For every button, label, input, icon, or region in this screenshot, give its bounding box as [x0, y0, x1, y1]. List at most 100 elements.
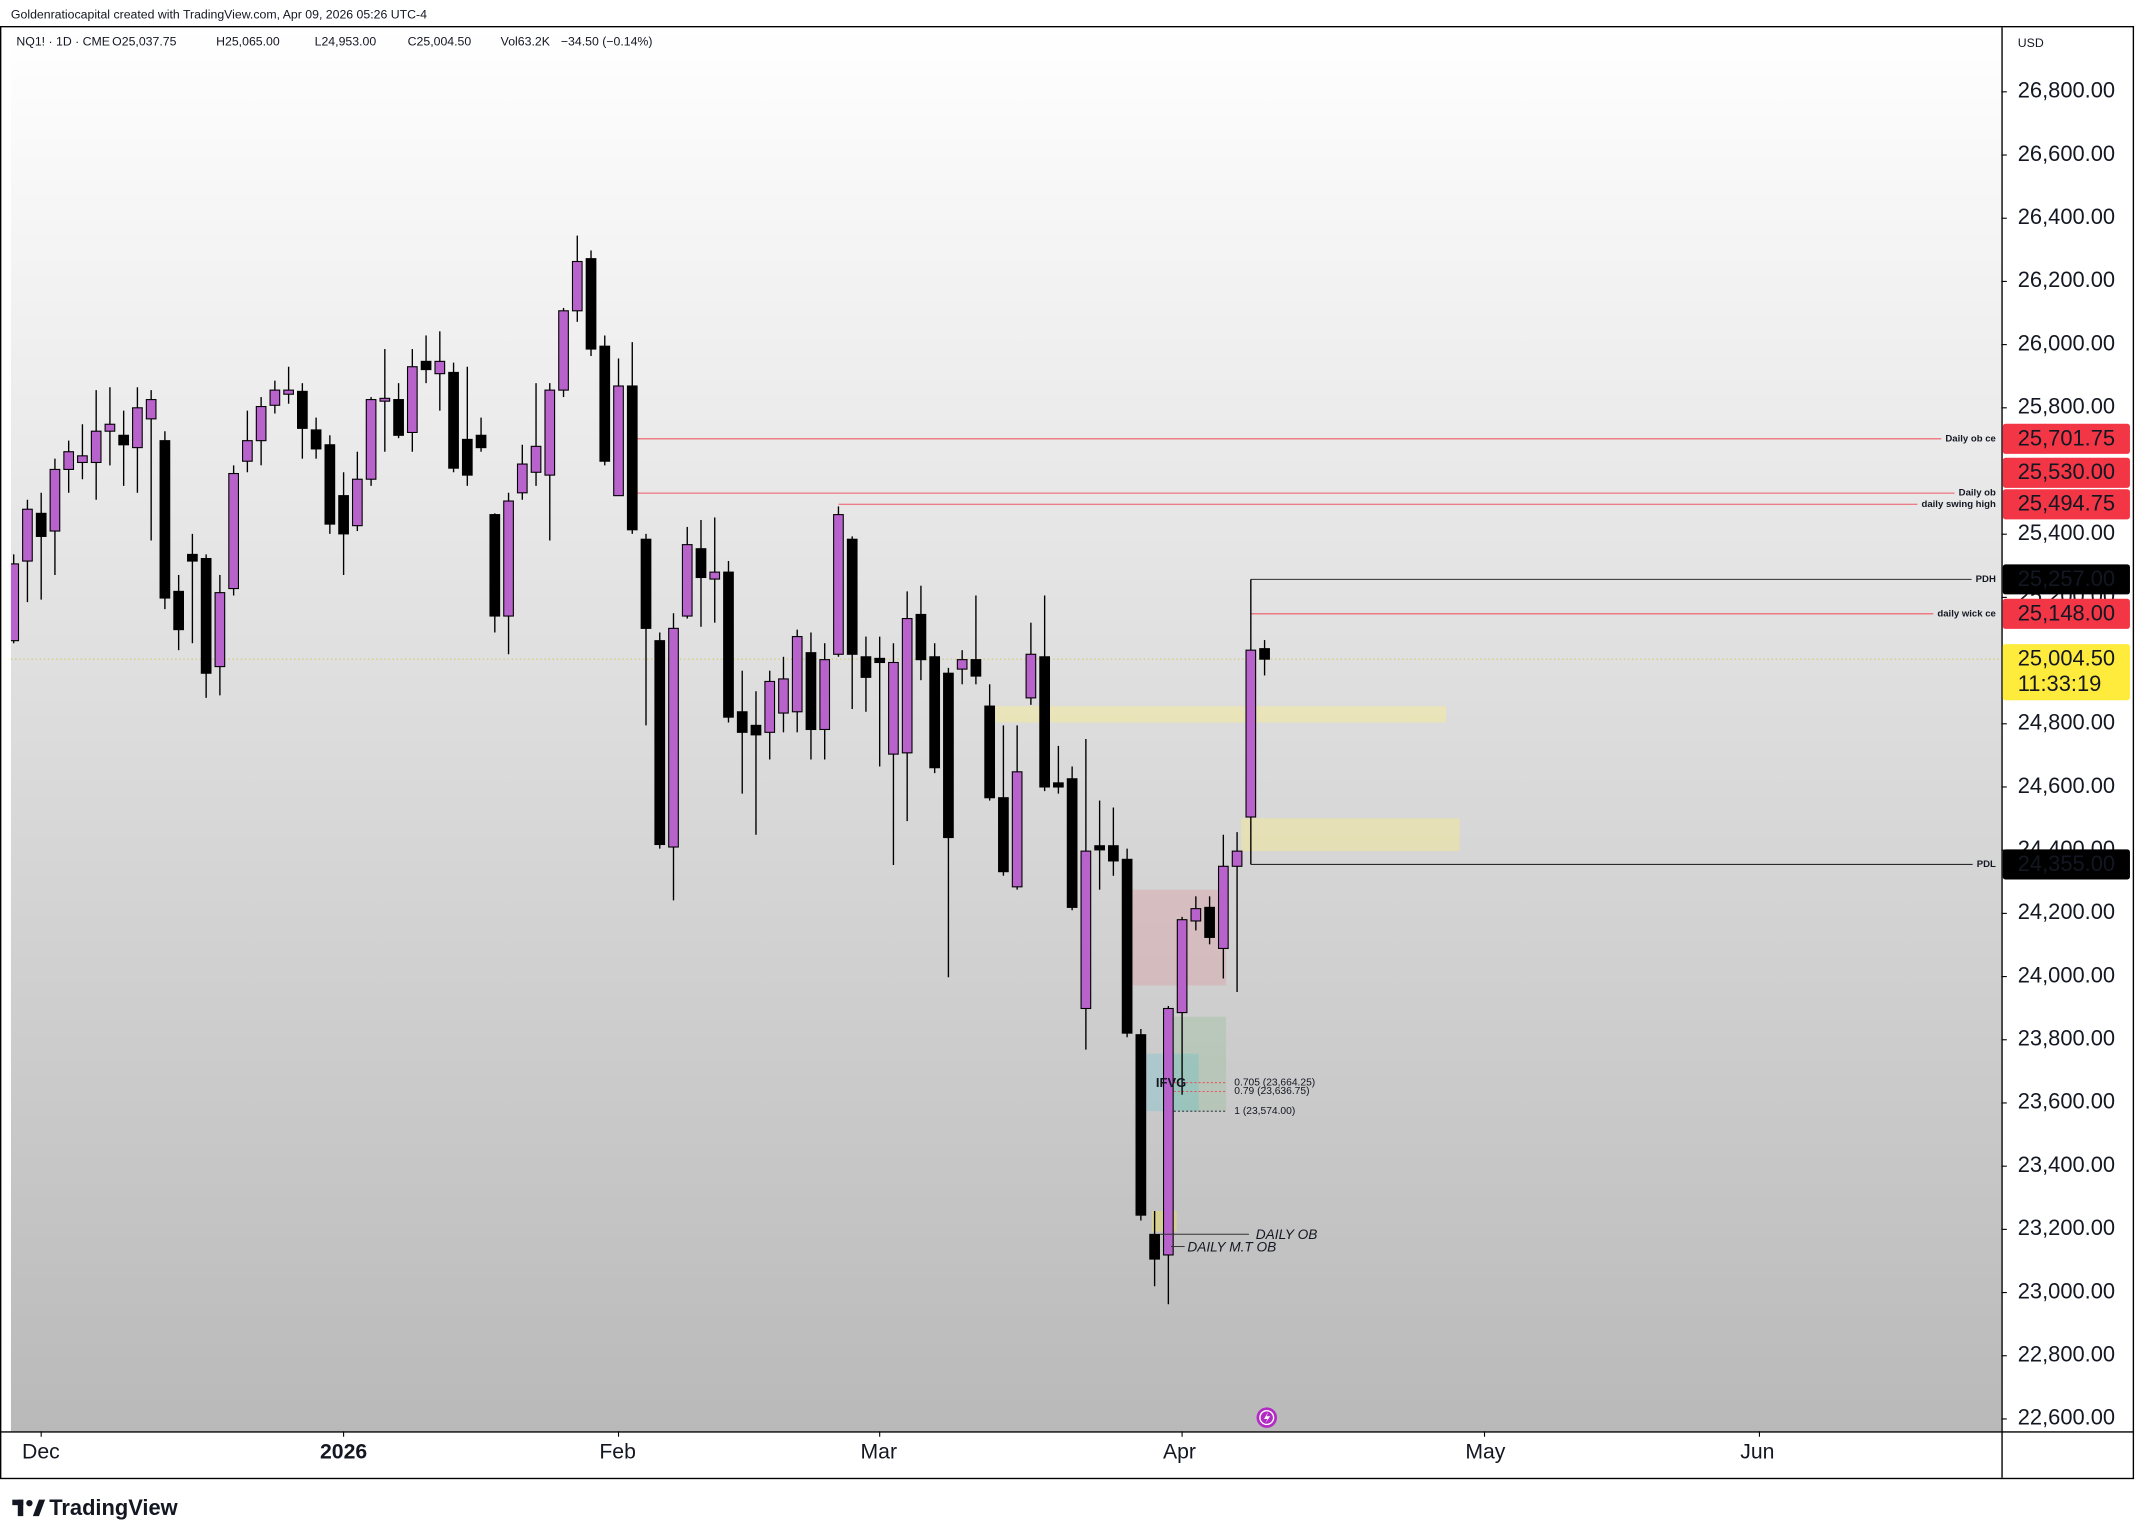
candle-body: [49, 468, 61, 532]
logo-part: [26, 1499, 33, 1507]
candle-body: [695, 548, 707, 579]
y-tick-label: 26,200.00: [2018, 267, 2115, 292]
candle-body: [10, 563, 20, 642]
y-tick-label: 24,200.00: [2018, 899, 2115, 924]
frame: [0, 25, 2135, 1480]
price-badge: [2002, 457, 2130, 488]
candle-body: [1204, 906, 1215, 938]
candle-body: [489, 514, 501, 617]
candle-body: [1080, 850, 1092, 1010]
candle-body: [613, 385, 624, 497]
candle-body: [1149, 1233, 1160, 1260]
candle-body: [998, 797, 1009, 873]
ohlc-value: L24,953.00: [315, 35, 377, 49]
candle-body: [640, 538, 652, 629]
y-tick-label: 24,000.00: [2018, 962, 2115, 987]
candle-body: [77, 455, 88, 464]
level-label: PDH: [1976, 574, 1996, 585]
candle-body: [1108, 845, 1119, 862]
candle-body: [63, 451, 75, 470]
candle-body: [668, 627, 679, 848]
candle-body: [791, 636, 803, 713]
candle-body: [228, 472, 239, 590]
candle-body: [956, 659, 968, 670]
y-tick-label: 23,400.00: [2018, 1152, 2115, 1177]
candle-body: [1190, 908, 1202, 922]
zone: [993, 706, 1447, 723]
fib-label: 1 (23,574.00): [1234, 1106, 1295, 1117]
candle-body: [681, 544, 693, 617]
candle-body: [1217, 865, 1229, 949]
candle-body: [984, 705, 996, 799]
x-tick-label: Apr: [1163, 1441, 1196, 1464]
countdown: 11:33:19: [2018, 671, 2102, 696]
candle-body: [242, 440, 253, 462]
candle-body: [159, 440, 171, 599]
y-tick-label: 23,000.00: [2018, 1278, 2115, 1303]
candle-body: [283, 389, 294, 395]
level-label: Daily ob: [1959, 488, 1996, 499]
candle-body: [1245, 649, 1257, 818]
candle-body: [269, 389, 281, 406]
candle-body: [214, 592, 226, 668]
candle-body: [833, 514, 844, 655]
note-daily-mt-ob: DAILY M.T OB: [1187, 1240, 1276, 1255]
candle-body: [434, 360, 446, 375]
price-badge: [2002, 644, 2130, 701]
candle-body: [901, 618, 913, 754]
price-badge-label: 25,494.75: [2018, 491, 2115, 516]
candle-body: [104, 423, 116, 432]
y-tick-label: 23,600.00: [2018, 1089, 2115, 1114]
level-label: PDL: [1977, 859, 1996, 870]
candle-body: [406, 366, 418, 434]
ohlc-value: C25,004.50: [408, 35, 472, 49]
logo-part: [12, 1499, 24, 1506]
candle-body: [187, 553, 198, 562]
candle-body: [173, 590, 185, 631]
event-icon-bolt: [1264, 1412, 1271, 1424]
candle-body: [503, 500, 514, 617]
logo-part: [17, 1499, 24, 1517]
candle-body: [654, 640, 666, 846]
y-tick-label: 25,800.00: [2018, 394, 2115, 419]
candle-body: [1039, 656, 1050, 788]
y-tick-label: 24,600.00: [2018, 773, 2115, 798]
level-label: Daily ob ce: [1945, 433, 1995, 444]
currency: USD: [2018, 36, 2044, 50]
candle-body: [1011, 771, 1023, 888]
candle-body: [929, 656, 941, 769]
candle-body: [324, 444, 336, 525]
candle-body: [1162, 1007, 1174, 1256]
candle-body: [750, 724, 762, 736]
candle-body: [297, 390, 308, 429]
y-tick-label: 26,800.00: [2018, 78, 2115, 103]
candle-body: [338, 495, 349, 535]
candle-body: [709, 571, 721, 580]
candle-body: [1259, 648, 1270, 660]
candle-body: [461, 438, 473, 476]
brand-logo: [12, 1499, 46, 1517]
ohlc-value: O25,037.75: [112, 35, 176, 49]
price-badge-label: 25,004.50: [2018, 646, 2115, 671]
candle-body: [393, 399, 404, 436]
x-tick-label: Feb: [599, 1441, 636, 1464]
price-badge: [2002, 598, 2130, 629]
candle-body: [915, 613, 927, 661]
candle-body: [970, 659, 982, 677]
price-badge-label: 25,148.00: [2018, 600, 2115, 625]
candle-body: [888, 661, 899, 755]
x-tick-label: Jun: [1740, 1441, 1774, 1464]
candle-body: [118, 434, 130, 446]
y-tick-label: 24,800.00: [2018, 710, 2115, 735]
candle-body: [1231, 850, 1243, 867]
price-badge: [2002, 564, 2130, 595]
x-tick-label: Dec: [22, 1441, 60, 1464]
symbol-legend: NQ1! · 1D · CME O25,037.75 H25,065.00 L24,9…: [16, 35, 652, 49]
price-badge-label: 25,701.75: [2018, 425, 2115, 450]
fib-label: 0.79 (23,636.75): [1234, 1086, 1309, 1097]
chart-pane: [10, 27, 2002, 1432]
candle-body: [90, 430, 102, 464]
y-tick-label: 22,800.00: [2018, 1342, 2115, 1367]
candle-body: [35, 512, 47, 537]
